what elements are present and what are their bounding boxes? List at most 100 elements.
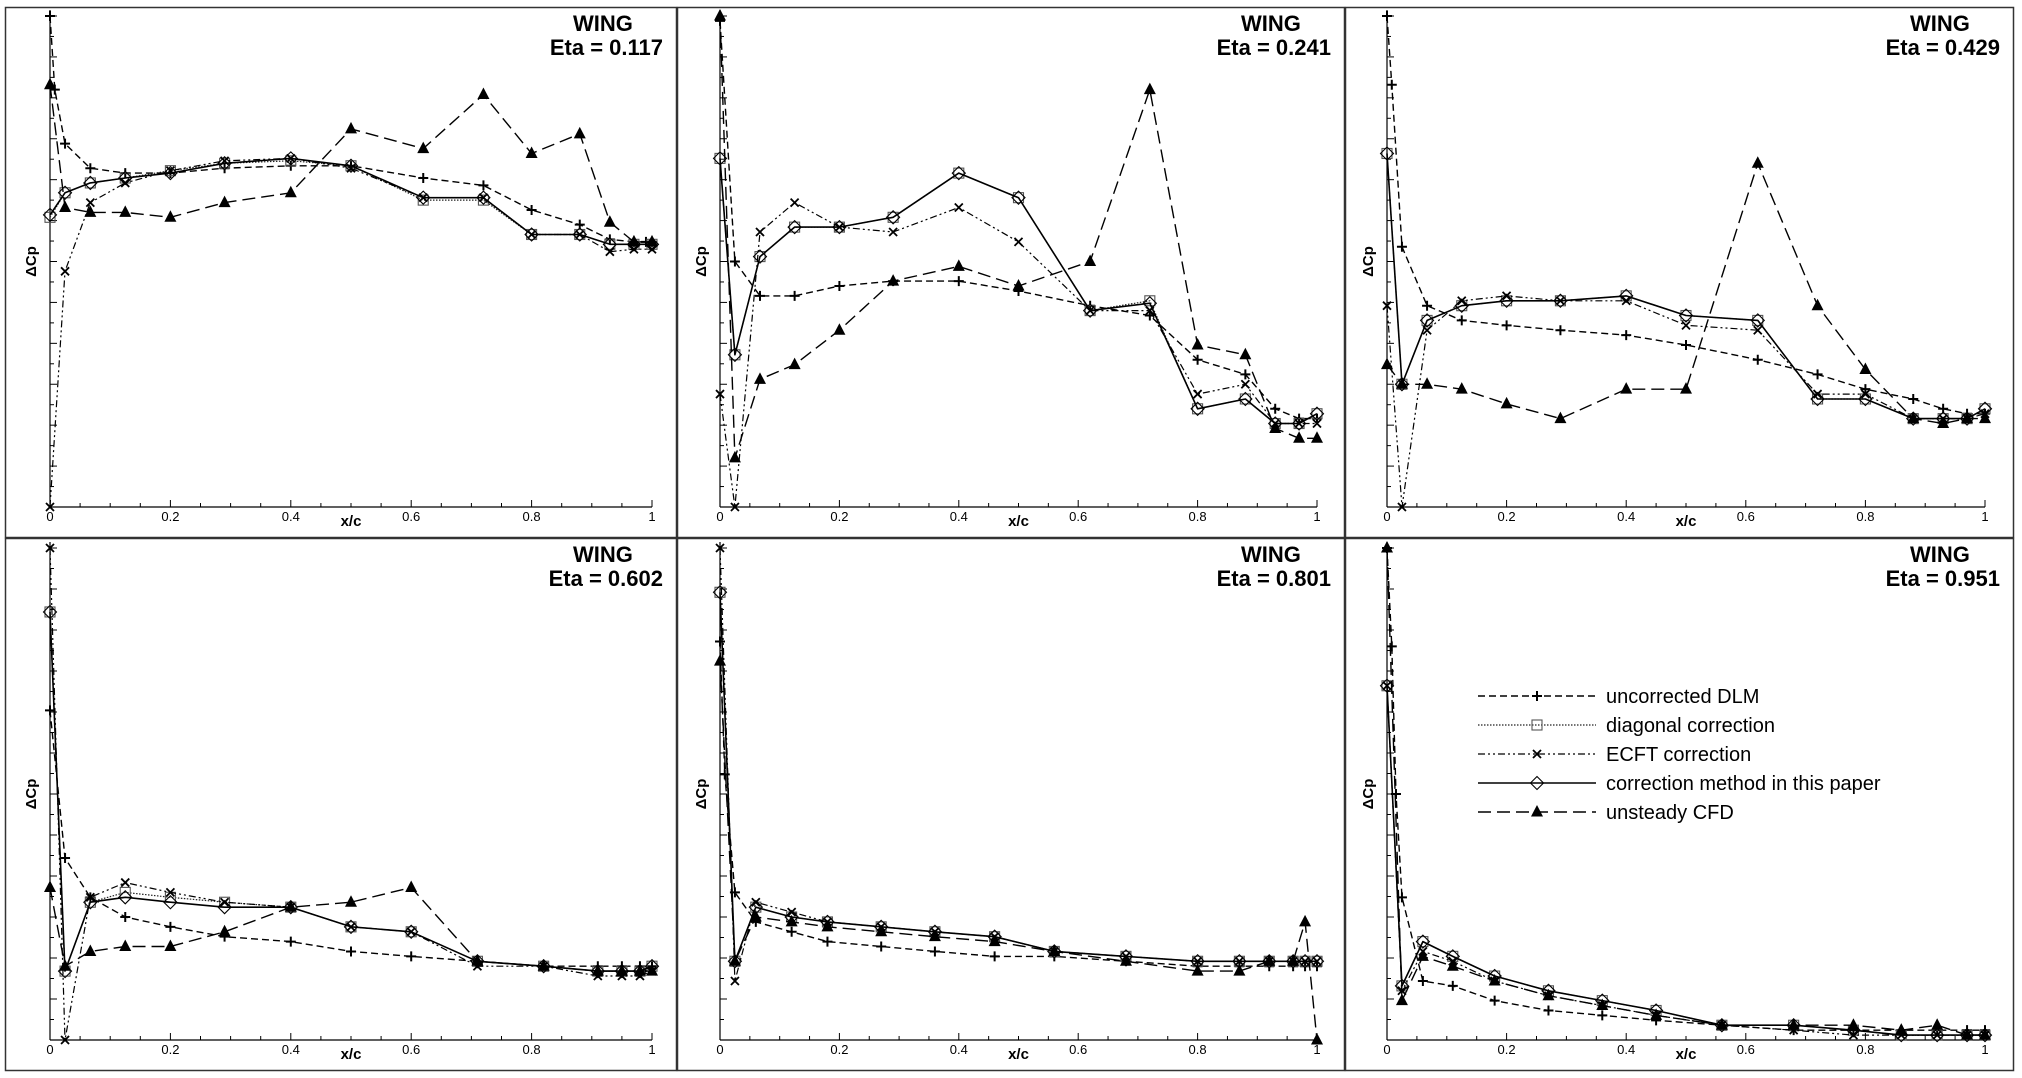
x-tick-label: 0: [1383, 509, 1390, 524]
data-point-paper: [1810, 391, 1825, 407]
data-point-cfd: [1239, 347, 1252, 360]
data-point-paper: [343, 158, 359, 174]
data-point-dlm: [786, 926, 797, 937]
series-line-cfd: [1386, 162, 1985, 425]
data-point-ecft: [120, 178, 130, 188]
data-point-paper: [83, 894, 98, 910]
x-tick-label: 1: [1313, 509, 1320, 524]
data-point-dlm: [929, 946, 940, 957]
data-point-dlm: [1597, 1010, 1608, 1021]
data-point-ecft: [1397, 502, 1407, 512]
data-point-dlm: [822, 936, 833, 947]
x-tick-label: 0: [716, 509, 723, 524]
data-point-paper: [283, 151, 299, 166]
data-point-paper: [1678, 308, 1694, 323]
data-point-paper: [1309, 406, 1325, 421]
data-point-cfd: [1012, 279, 1025, 291]
data-point-cfd: [1715, 1018, 1728, 1030]
data-point-dlm: [1240, 369, 1251, 380]
data-point-cfd: [728, 450, 741, 463]
data-point-diag: [285, 155, 297, 167]
data-point-cfd: [1751, 156, 1764, 168]
data-point-ecft: [1382, 301, 1392, 311]
chart-title: WING: [573, 542, 633, 567]
data-point-cfd: [1650, 1008, 1663, 1020]
data-point-ecft: [1240, 379, 1250, 389]
x-tick-label: 0.6: [402, 1042, 420, 1057]
legend-label: unsteady CFD: [1606, 802, 1734, 824]
data-point-dlm: [1621, 330, 1632, 341]
data-point-cfd: [1381, 541, 1393, 553]
data-point-dlm: [406, 951, 417, 962]
x-tick-label: 0.2: [161, 509, 179, 524]
series-line-diag: [49, 611, 653, 972]
data-point-ecft: [787, 907, 797, 917]
data-point-paper: [217, 899, 232, 915]
data-point-cfd: [728, 954, 741, 966]
x-tick-label: 0.6: [1069, 509, 1087, 524]
data-point-cfd: [1269, 421, 1282, 433]
data-point-cfd: [1293, 431, 1306, 443]
data-point-paper: [787, 219, 802, 235]
data-point-cfd: [1446, 959, 1459, 971]
data-point-diag: [59, 187, 71, 199]
data-point-diag: [953, 167, 965, 179]
data-point-cfd: [1931, 1018, 1944, 1030]
data-point-cfd: [218, 924, 231, 937]
data-point-cfd: [477, 87, 490, 100]
x-tick-label: 0.2: [830, 1042, 848, 1057]
data-point-cfd: [627, 234, 640, 247]
data-point-ecft: [120, 877, 130, 888]
data-point-ecft: [1013, 237, 1024, 247]
data-point-cfd: [785, 914, 798, 927]
data-point-paper: [217, 156, 232, 171]
data-point-cfd: [1979, 1028, 1991, 1040]
chart-title: WING: [1241, 542, 1301, 567]
legend-marker-diag: [1531, 719, 1543, 731]
data-point-dlm: [1812, 369, 1823, 380]
data-point-cfd: [928, 929, 941, 942]
data-point-diag: [1417, 936, 1429, 948]
data-point-dlm: [85, 163, 96, 174]
data-point-diag: [1012, 192, 1025, 204]
data-point-paper: [1858, 391, 1873, 407]
data-point-dlm: [989, 951, 1000, 962]
data-point-paper: [415, 190, 431, 205]
x-axis-label: x/c: [1676, 513, 1697, 530]
data-point-cfd: [1191, 337, 1204, 350]
data-point-cfd: [646, 234, 658, 247]
legend-marker-dlm: [1532, 691, 1542, 701]
series-line-cfd: [719, 661, 1318, 1041]
data-point-dlm: [1447, 980, 1458, 991]
data-point-paper: [1618, 288, 1634, 304]
data-point-paper: [1238, 391, 1253, 407]
data-point-ecft: [751, 897, 761, 907]
data-point-cfd: [1961, 411, 1974, 424]
data-point-paper: [1959, 1027, 1975, 1043]
data-point-dlm: [1422, 300, 1433, 311]
x-tick-label: 0.6: [1737, 1042, 1755, 1057]
data-point-paper: [885, 210, 901, 225]
x-tick-label: 0: [716, 1042, 723, 1057]
data-point-ecft: [755, 227, 765, 237]
data-point-paper: [602, 237, 618, 252]
data-point-cfd: [284, 185, 297, 198]
data-point-ecft: [60, 266, 70, 276]
data-point-paper: [83, 175, 98, 191]
x-tick-label: 0.2: [830, 509, 848, 524]
data-point-cfd: [1287, 954, 1300, 966]
data-point-diag: [477, 194, 489, 206]
data-point-ecft: [1192, 389, 1203, 399]
data-point-diag: [1421, 314, 1433, 326]
x-tick-label: 0.4: [950, 509, 968, 524]
data-point-dlm: [478, 180, 489, 191]
y-axis-label: ΔCp: [693, 779, 710, 810]
data-point-cfd: [1381, 357, 1393, 370]
data-point-paper: [1499, 293, 1514, 309]
data-point-cfd: [1263, 954, 1276, 966]
data-point-dlm: [418, 173, 429, 184]
data-point-paper: [476, 190, 491, 205]
